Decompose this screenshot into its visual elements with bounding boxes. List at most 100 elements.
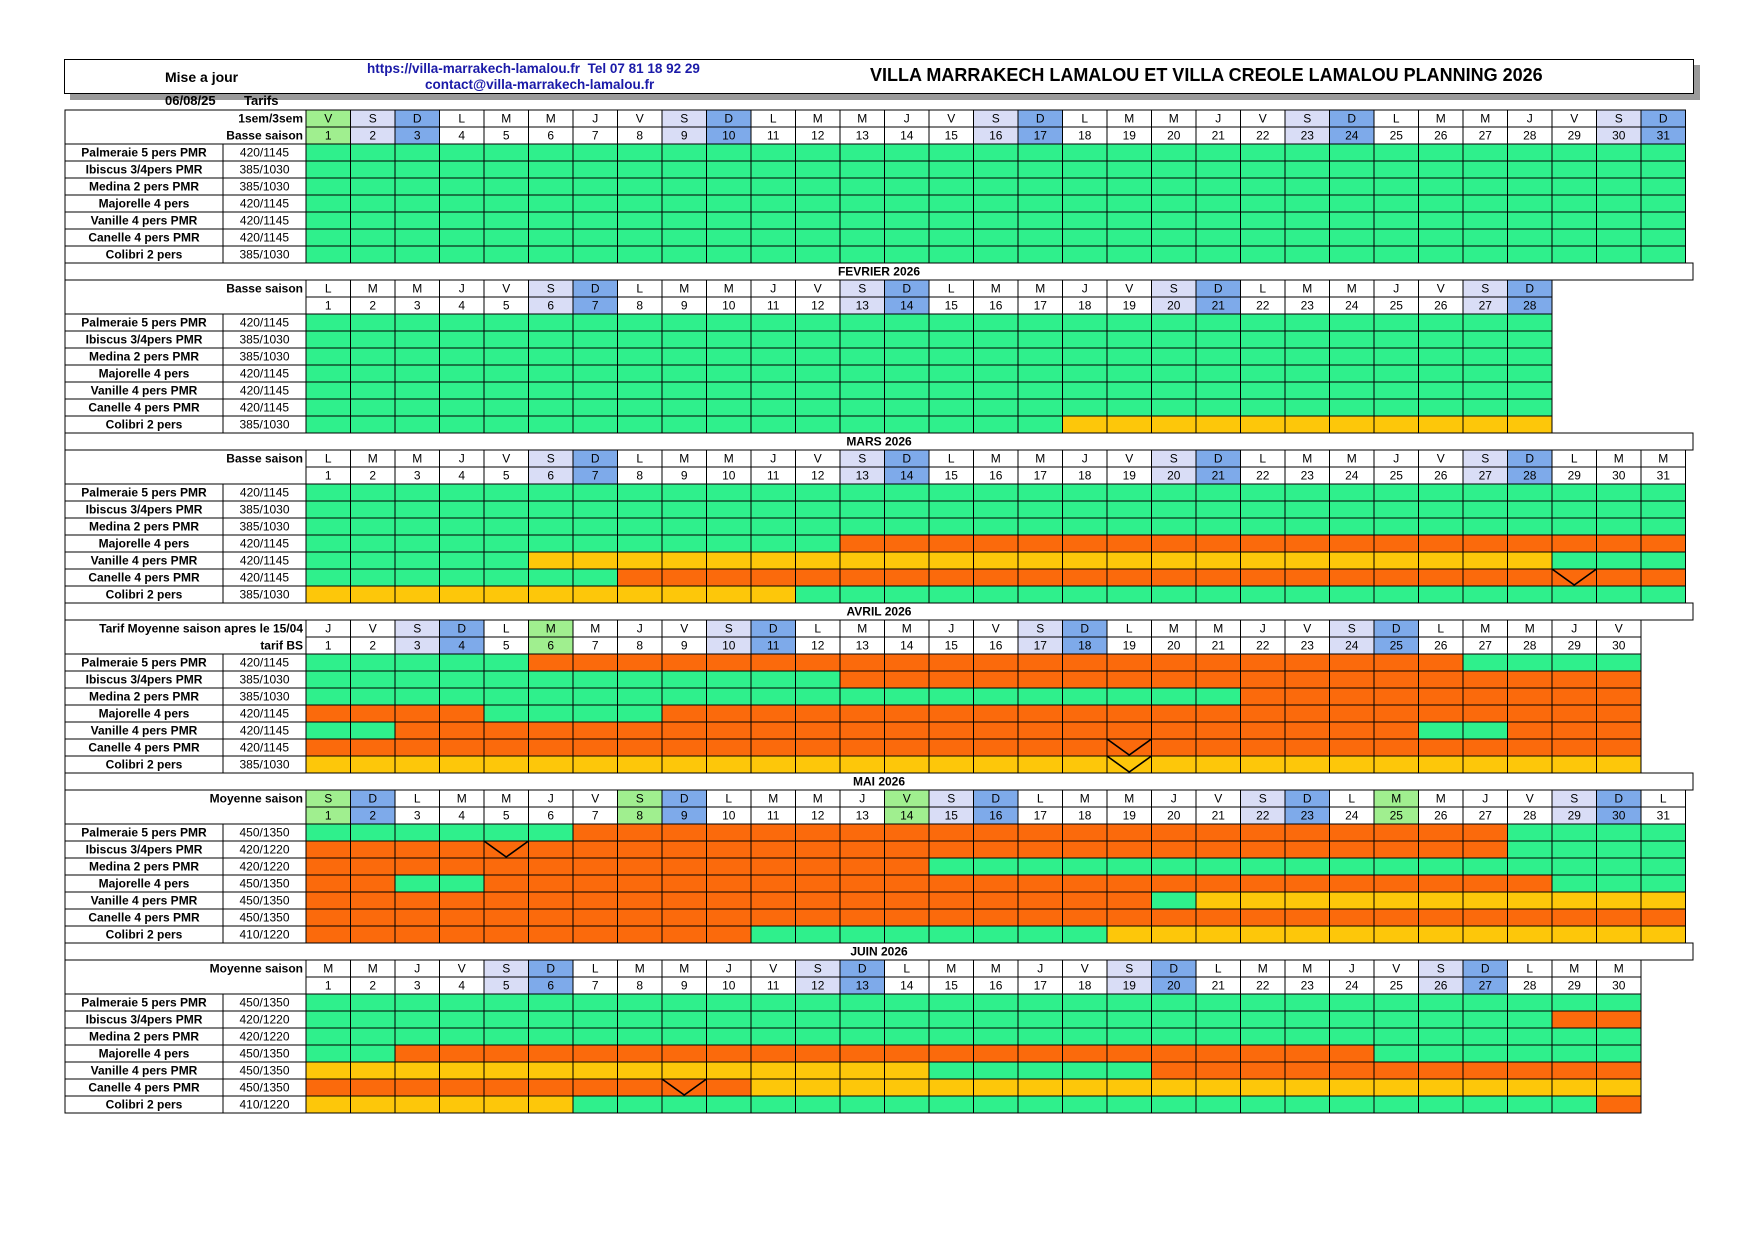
availability-cell[interactable] bbox=[572, 857, 618, 876]
availability-cell[interactable] bbox=[1373, 415, 1419, 434]
availability-cell[interactable] bbox=[483, 653, 529, 672]
availability-cell[interactable] bbox=[350, 381, 396, 400]
availability-cell[interactable] bbox=[617, 755, 663, 774]
availability-cell[interactable] bbox=[483, 364, 529, 383]
availability-cell[interactable] bbox=[528, 840, 574, 859]
availability-cell[interactable] bbox=[439, 585, 485, 604]
availability-cell[interactable] bbox=[1418, 347, 1464, 366]
availability-cell[interactable] bbox=[572, 670, 618, 689]
availability-cell[interactable] bbox=[1596, 194, 1642, 213]
availability-cell[interactable] bbox=[528, 823, 574, 842]
availability-cell[interactable] bbox=[1062, 364, 1108, 383]
availability-cell[interactable] bbox=[884, 993, 930, 1012]
availability-cell[interactable] bbox=[795, 347, 841, 366]
availability-cell[interactable] bbox=[1106, 364, 1152, 383]
availability-cell[interactable] bbox=[884, 1044, 930, 1063]
availability-cell[interactable] bbox=[973, 993, 1019, 1012]
availability-cell[interactable] bbox=[1017, 840, 1063, 859]
availability-cell[interactable] bbox=[1551, 551, 1597, 570]
availability-cell[interactable] bbox=[1462, 330, 1508, 349]
availability-cell[interactable] bbox=[795, 551, 841, 570]
availability-cell[interactable] bbox=[1329, 823, 1375, 842]
availability-cell[interactable] bbox=[1240, 551, 1286, 570]
availability-cell[interactable] bbox=[1373, 194, 1419, 213]
availability-cell[interactable] bbox=[617, 160, 663, 179]
availability-cell[interactable] bbox=[394, 364, 440, 383]
availability-cell[interactable] bbox=[1284, 1095, 1330, 1114]
availability-cell[interactable] bbox=[661, 143, 707, 162]
availability-cell[interactable] bbox=[528, 364, 574, 383]
availability-cell[interactable] bbox=[528, 1027, 574, 1046]
availability-cell[interactable] bbox=[1151, 1010, 1197, 1029]
availability-cell[interactable] bbox=[884, 500, 930, 519]
availability-cell[interactable] bbox=[839, 568, 885, 587]
availability-cell[interactable] bbox=[439, 143, 485, 162]
availability-cell[interactable] bbox=[928, 364, 974, 383]
availability-cell[interactable] bbox=[1329, 330, 1375, 349]
availability-cell[interactable] bbox=[1151, 330, 1197, 349]
availability-cell[interactable] bbox=[1329, 670, 1375, 689]
availability-cell[interactable] bbox=[1062, 738, 1108, 757]
availability-cell[interactable] bbox=[483, 211, 529, 230]
availability-cell[interactable] bbox=[661, 500, 707, 519]
availability-cell[interactable] bbox=[1373, 1061, 1419, 1080]
availability-cell[interactable] bbox=[1240, 211, 1286, 230]
availability-cell[interactable] bbox=[1195, 500, 1241, 519]
availability-cell[interactable] bbox=[884, 517, 930, 536]
availability-cell[interactable] bbox=[928, 211, 974, 230]
availability-cell[interactable] bbox=[1329, 194, 1375, 213]
availability-cell[interactable] bbox=[1284, 500, 1330, 519]
availability-cell[interactable] bbox=[1106, 874, 1152, 893]
availability-cell[interactable] bbox=[661, 908, 707, 927]
availability-cell[interactable] bbox=[1462, 1010, 1508, 1029]
availability-cell[interactable] bbox=[439, 1044, 485, 1063]
availability-cell[interactable] bbox=[750, 857, 796, 876]
availability-cell[interactable] bbox=[394, 1078, 440, 1097]
availability-cell[interactable] bbox=[1017, 1027, 1063, 1046]
availability-cell[interactable] bbox=[928, 381, 974, 400]
availability-cell[interactable] bbox=[439, 415, 485, 434]
availability-cell[interactable] bbox=[706, 517, 752, 536]
availability-cell[interactable] bbox=[839, 211, 885, 230]
availability-cell[interactable] bbox=[1195, 1044, 1241, 1063]
availability-cell[interactable] bbox=[928, 925, 974, 944]
availability-cell[interactable] bbox=[706, 874, 752, 893]
availability-cell[interactable] bbox=[1329, 500, 1375, 519]
availability-cell[interactable] bbox=[1284, 398, 1330, 417]
availability-cell[interactable] bbox=[1284, 1027, 1330, 1046]
availability-cell[interactable] bbox=[1640, 211, 1686, 230]
availability-cell[interactable] bbox=[795, 653, 841, 672]
availability-cell[interactable] bbox=[483, 483, 529, 502]
availability-cell[interactable] bbox=[706, 857, 752, 876]
availability-cell[interactable] bbox=[1329, 874, 1375, 893]
availability-cell[interactable] bbox=[1373, 500, 1419, 519]
availability-cell[interactable] bbox=[1106, 398, 1152, 417]
availability-cell[interactable] bbox=[1017, 704, 1063, 723]
availability-cell[interactable] bbox=[305, 228, 351, 247]
availability-cell[interactable] bbox=[661, 517, 707, 536]
availability-cell[interactable] bbox=[1551, 1095, 1597, 1114]
availability-cell[interactable] bbox=[661, 568, 707, 587]
availability-cell[interactable] bbox=[528, 517, 574, 536]
availability-cell[interactable] bbox=[1329, 755, 1375, 774]
availability-cell[interactable] bbox=[795, 925, 841, 944]
availability-cell[interactable] bbox=[1017, 874, 1063, 893]
availability-cell[interactable] bbox=[1329, 534, 1375, 553]
availability-cell[interactable] bbox=[928, 874, 974, 893]
availability-cell[interactable] bbox=[1151, 993, 1197, 1012]
availability-cell[interactable] bbox=[1329, 313, 1375, 332]
availability-cell[interactable] bbox=[1284, 194, 1330, 213]
availability-cell[interactable] bbox=[439, 738, 485, 757]
availability-cell[interactable] bbox=[1240, 874, 1286, 893]
availability-cell[interactable] bbox=[884, 143, 930, 162]
availability-cell[interactable] bbox=[1507, 245, 1553, 264]
availability-cell[interactable] bbox=[1062, 483, 1108, 502]
availability-cell[interactable] bbox=[1640, 500, 1686, 519]
availability-cell[interactable] bbox=[439, 228, 485, 247]
availability-cell[interactable] bbox=[795, 704, 841, 723]
availability-cell[interactable] bbox=[1062, 585, 1108, 604]
availability-cell[interactable] bbox=[750, 330, 796, 349]
availability-cell[interactable] bbox=[305, 211, 351, 230]
availability-cell[interactable] bbox=[839, 738, 885, 757]
availability-cell[interactable] bbox=[1640, 908, 1686, 927]
